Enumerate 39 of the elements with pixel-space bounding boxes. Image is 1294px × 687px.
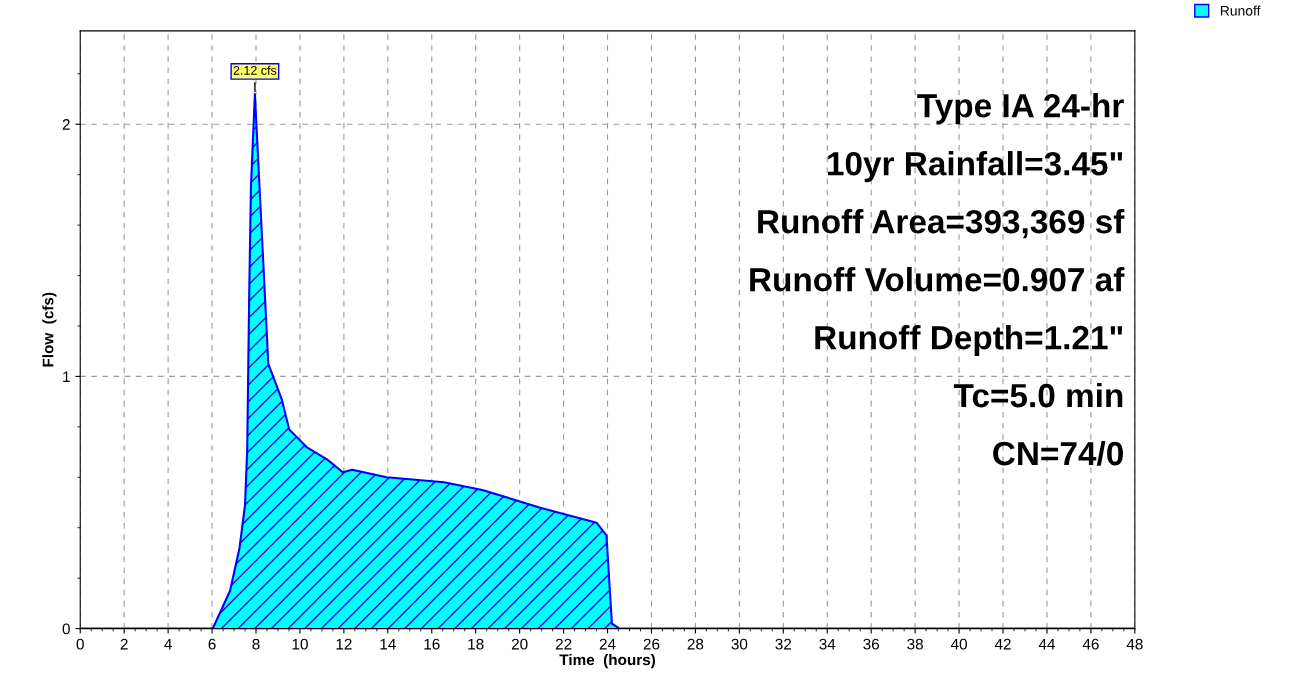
annotation: Tc=5.0 min — [953, 382, 1123, 408]
annotation: Runoff Volume=0.907 af — [750, 267, 1125, 292]
x-tick-label: 12 — [336, 638, 352, 650]
x-tick-label: 28 — [687, 638, 704, 650]
x-tick-label: 18 — [468, 638, 484, 650]
y-axis-title: Flow (cfs) — [42, 292, 57, 367]
x-tick-label: 40 — [950, 638, 967, 650]
x-tick-label: 38 — [907, 638, 923, 650]
x-axis-title: Time (hours) — [559, 653, 656, 669]
x-tick-label: 36 — [863, 638, 880, 650]
x-tick-label: 8 — [252, 638, 260, 650]
x-tick-label: 42 — [994, 638, 1011, 650]
annotation: Type IA 24-hr — [917, 93, 1124, 125]
annotation: 10yr Rainfall=3.45" — [828, 151, 1123, 183]
annotation: Runoff Area=393,369 sf — [758, 209, 1125, 239]
annotation: Runoff Depth=1.21" — [815, 324, 1123, 357]
x-tick-label: 46 — [1082, 638, 1099, 650]
x-tick-label: 6 — [208, 638, 216, 650]
x-tick-label: 48 — [1126, 638, 1143, 650]
y-tick-label: 0 — [62, 623, 70, 635]
x-tick-label: 34 — [819, 638, 836, 650]
x-tick-label: 22 — [555, 638, 572, 650]
legend-label: Runoff — [1220, 5, 1261, 16]
x-tick-label: 10 — [292, 638, 308, 650]
x-tick-label: 2 — [120, 638, 128, 650]
x-tick-label: 24 — [599, 638, 616, 650]
x-tick-label: 4 — [164, 638, 172, 650]
y-tick-label: 1 — [63, 371, 70, 382]
y-tick-label: 2 — [62, 119, 70, 130]
annotation: 2.12 cfs — [233, 65, 277, 75]
x-tick-label: 20 — [511, 638, 528, 650]
annotation: CN=74/0 — [993, 440, 1123, 466]
x-tick-label: 26 — [643, 638, 660, 650]
x-tick-label: 14 — [380, 638, 396, 650]
x-tick-label: 16 — [424, 638, 440, 650]
x-tick-label: 30 — [731, 638, 748, 650]
x-tick-label: 32 — [775, 638, 792, 650]
x-tick-label: 44 — [1038, 638, 1055, 650]
x-tick-label: 0 — [76, 638, 84, 650]
